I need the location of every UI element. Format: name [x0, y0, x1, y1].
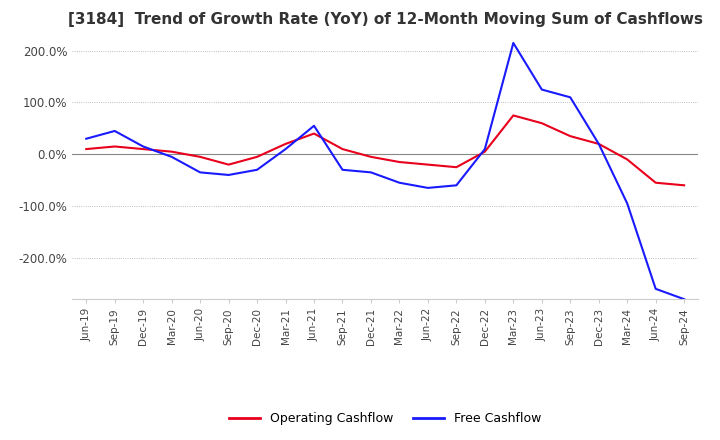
Legend: Operating Cashflow, Free Cashflow: Operating Cashflow, Free Cashflow [224, 407, 546, 430]
Title: [3184]  Trend of Growth Rate (YoY) of 12-Month Moving Sum of Cashflows: [3184] Trend of Growth Rate (YoY) of 12-… [68, 12, 703, 27]
